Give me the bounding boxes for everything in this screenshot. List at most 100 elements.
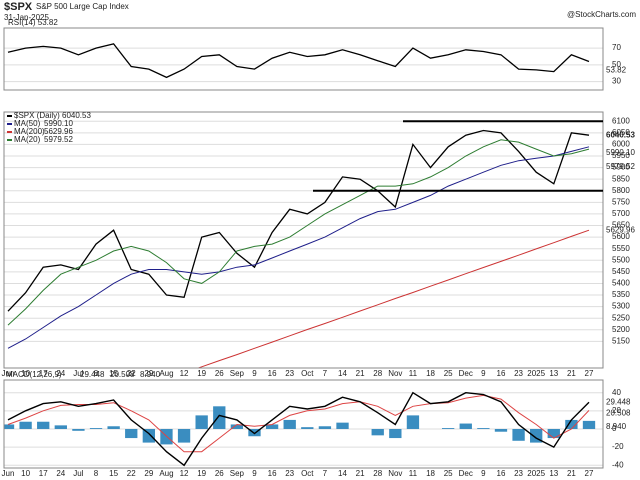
series-line	[7, 391, 590, 467]
histogram-bar	[195, 415, 208, 429]
x-tick-label: 23	[514, 469, 523, 478]
y-tick-label: 5550	[612, 244, 630, 253]
y-tick-label: 6000	[612, 140, 630, 149]
legend-label: $SPX (Daily)	[14, 111, 60, 120]
x-tick-label: 7	[323, 469, 328, 478]
panel-frame	[3, 111, 604, 369]
y-tick-label: 6100	[612, 116, 630, 125]
x-tick-label: 23	[285, 469, 294, 478]
x-tick-label: 2025	[527, 469, 545, 478]
histogram-bar	[213, 406, 226, 429]
x-tick-label: 21	[356, 469, 365, 478]
histogram-bar	[230, 424, 244, 429]
value-tag: 29.448	[606, 397, 631, 406]
y-tick-label: 5250	[612, 313, 630, 322]
x-tick-label: Sep	[230, 369, 245, 378]
x-tick-label: Oct	[301, 369, 314, 378]
value-tag: 6040.53	[606, 130, 635, 139]
x-tick-label: 23	[285, 369, 294, 378]
histogram-bar	[125, 428, 138, 439]
y-tick-label: 5700	[612, 209, 630, 218]
x-tick-label: Jun	[2, 469, 15, 478]
x-tick-label: 21	[567, 369, 576, 378]
x-tick-label: Nov	[388, 469, 402, 478]
x-tick-label: 22	[127, 369, 136, 378]
y-tick-label: 6050	[612, 128, 630, 137]
panel	[4, 120, 603, 368]
x-tick-label: 27	[585, 369, 594, 378]
y-tick-label: -40	[612, 460, 624, 469]
value-tag: 53.82	[606, 66, 627, 75]
x-tick-label: 24	[56, 369, 65, 378]
x-tick-label: Dec	[459, 369, 473, 378]
panel	[4, 43, 603, 83]
legend-value: 5979.52	[44, 135, 73, 144]
histogram-bar	[265, 424, 279, 429]
x-tick-label: 16	[497, 469, 506, 478]
value-tag: 8.940	[606, 422, 627, 431]
y-tick-label: 30	[612, 77, 621, 86]
x-tick-label: Nov	[388, 369, 402, 378]
histogram-bar	[547, 428, 560, 439]
y-tick-label: 70	[612, 43, 621, 52]
x-tick-label: 22	[127, 469, 136, 478]
x-tick-label: 25	[444, 469, 453, 478]
histogram-bar	[301, 427, 314, 429]
x-tick-label: 14	[338, 369, 347, 378]
x-tick-label: 15	[109, 469, 118, 478]
histogram-bar	[142, 428, 156, 443]
y-tick-label: 5850	[612, 174, 630, 183]
x-tick-label: 25	[444, 369, 453, 378]
x-tick-label: 26	[215, 469, 224, 478]
y-tick-label: 40	[612, 388, 621, 397]
x-tick-label: 12	[180, 469, 189, 478]
x-tick-label: Dec	[459, 469, 473, 478]
y-tick-label: 5650	[612, 221, 630, 230]
credit: @StockCharts.com	[567, 10, 636, 19]
y-tick-label: 5750	[612, 197, 630, 206]
x-tick-label: 10	[21, 369, 30, 378]
y-tick-label: 5150	[612, 336, 630, 345]
x-tick-label: Sep	[230, 469, 245, 478]
x-tick-label: 21	[567, 469, 576, 478]
legend-label: MA(50)	[14, 119, 41, 128]
value-tag: 5979.52	[606, 162, 635, 171]
histogram-bar	[371, 428, 384, 436]
x-tick-label: 14	[338, 469, 347, 478]
x-tick-label: 17	[39, 369, 48, 378]
y-tick-label: 5500	[612, 255, 630, 264]
legend-label: MA(200)	[14, 127, 45, 136]
x-tick-label: 28	[373, 369, 382, 378]
y-tick-label: 5800	[612, 186, 630, 195]
x-tick-label: 2025	[527, 369, 545, 378]
y-tick-label: 20	[612, 406, 621, 415]
histogram-bar	[336, 422, 349, 429]
x-tick-label: Jul	[73, 369, 83, 378]
value-tag: 5990.10	[606, 148, 635, 157]
y-tick-label: 5350	[612, 290, 630, 299]
x-tick-label: 16	[497, 369, 506, 378]
histogram-bar	[72, 428, 85, 431]
legend-value: 8.940	[140, 370, 161, 379]
panel	[4, 391, 603, 467]
x-tick-label: 23	[514, 369, 523, 378]
x-tick-label: 12	[180, 369, 189, 378]
x-tick-label: Aug	[159, 469, 173, 478]
value-tag: 20.508	[606, 408, 631, 417]
x-tick-label: 9	[481, 369, 486, 378]
histogram-bar	[406, 415, 420, 429]
histogram-bar	[54, 425, 67, 429]
x-tick-label: 11	[409, 469, 418, 478]
symbol: $SPX	[4, 1, 33, 13]
legend-value: 5629.96	[44, 127, 73, 136]
date: 31-Jan-2025	[4, 13, 49, 22]
histogram-bar	[318, 426, 332, 429]
x-tick-label: 9	[252, 469, 257, 478]
x-tick-label: 18	[426, 469, 435, 478]
histogram-bar	[107, 426, 120, 429]
legend-value: 20.508	[110, 370, 135, 379]
y-tick-label: 5450	[612, 267, 630, 276]
x-tick-label: 17	[39, 469, 48, 478]
y-tick-label: 5300	[612, 302, 630, 311]
x-tick-label: 10	[21, 469, 30, 478]
